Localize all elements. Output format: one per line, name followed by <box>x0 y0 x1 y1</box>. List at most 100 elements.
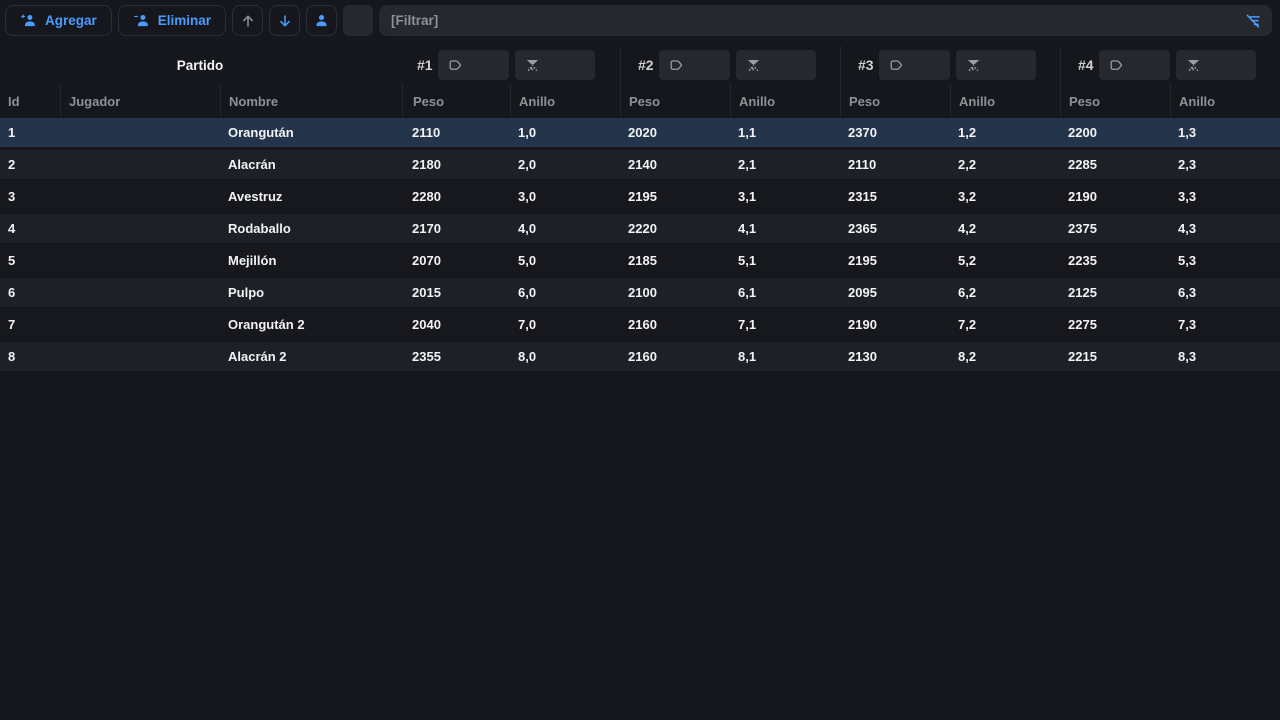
cell-peso-4: 2375 <box>1068 221 1097 236</box>
cell-anillo-1: 8,0 <box>518 349 537 364</box>
column-header-row: Id Jugador Nombre Peso Anillo Peso Anill… <box>0 84 1280 118</box>
cell-anillo-3: 7,2 <box>958 317 977 332</box>
cell-anillo-4: 3,3 <box>1178 189 1197 204</box>
cell-peso-1: 2015 <box>412 285 441 300</box>
add-button-label: Agregar <box>45 13 97 28</box>
cell-nombre: Pulpo <box>228 285 265 300</box>
remove-button-label: Eliminar <box>157 13 212 28</box>
cell-anillo-3: 5,2 <box>958 253 977 268</box>
cell-peso-1: 2355 <box>412 349 441 364</box>
column-header: Jugador <box>60 84 220 118</box>
cell-nombre: Orangután <box>228 125 294 140</box>
cell-anillo-4: 6,3 <box>1178 285 1197 300</box>
match-group: #3 <box>840 46 1060 84</box>
table-row[interactable]: 2 Alacrán 2180 2,0 2140 2,1 2110 2,2 228… <box>0 150 1280 179</box>
cell-peso-2: 2140 <box>628 157 657 172</box>
scale-button[interactable] <box>514 50 595 80</box>
cell-peso-2: 2100 <box>628 285 657 300</box>
cell-anillo-3: 6,2 <box>958 285 977 300</box>
person-button[interactable] <box>306 5 338 36</box>
cell-peso-2: 2020 <box>628 125 657 140</box>
cell-anillo-3: 2,2 <box>958 157 977 172</box>
cell-peso-4: 2235 <box>1068 253 1097 268</box>
column-header: Peso <box>620 84 730 118</box>
filter-input[interactable] <box>389 12 1236 29</box>
cell-peso-2: 2185 <box>628 253 657 268</box>
column-header: Id <box>8 93 20 109</box>
cell-peso-1: 2280 <box>412 189 441 204</box>
filter-field <box>379 5 1272 36</box>
table-row[interactable]: 7 Orangután 2 2040 7,0 2160 7,1 2190 7,2… <box>0 310 1280 339</box>
move-down-button[interactable] <box>269 5 301 36</box>
table-row[interactable]: 8 Alacrán 2 2355 8,0 2160 8,1 2130 8,2 2… <box>0 342 1280 371</box>
cell-peso-1: 2180 <box>412 157 441 172</box>
cell-anillo-3: 4,2 <box>958 221 977 236</box>
cell-anillo-4: 7,3 <box>1178 317 1197 332</box>
cell-peso-3: 2095 <box>848 285 877 300</box>
partido-header: Partido <box>176 57 224 73</box>
cell-anillo-4: 4,3 <box>1178 221 1197 236</box>
tag-button[interactable] <box>1098 50 1170 80</box>
tag-icon <box>668 57 685 74</box>
cell-id: 4 <box>8 221 16 236</box>
tag-button[interactable] <box>658 50 730 80</box>
match-group: #2 <box>620 46 840 84</box>
add-button[interactable]: Agregar <box>5 5 112 36</box>
column-header: Peso <box>840 84 950 118</box>
cell-peso-1: 2040 <box>412 317 441 332</box>
table-row[interactable]: 5 Mejillón 2070 5,0 2185 5,1 2195 5,2 22… <box>0 246 1280 275</box>
cell-id: 8 <box>8 349 16 364</box>
cell-anillo-2: 3,1 <box>738 189 757 204</box>
match-group: #4 <box>1060 46 1280 84</box>
arrow-up-icon <box>240 13 256 29</box>
cell-anillo-2: 4,1 <box>738 221 757 236</box>
person-icon <box>313 12 330 29</box>
cell-nombre: Alacrán 2 <box>228 349 287 364</box>
move-up-button[interactable] <box>232 5 264 36</box>
scale-button[interactable] <box>735 50 816 80</box>
cell-peso-2: 2195 <box>628 189 657 204</box>
cell-peso-4: 2190 <box>1068 189 1097 204</box>
match-group-label: #1 <box>417 57 433 73</box>
cell-nombre: Avestruz <box>228 189 283 204</box>
cell-anillo-3: 3,2 <box>958 189 977 204</box>
scale-button[interactable] <box>1175 50 1256 80</box>
cell-peso-3: 2315 <box>848 189 877 204</box>
cell-nombre: Orangután 2 <box>228 317 305 332</box>
cell-anillo-3: 8,2 <box>958 349 977 364</box>
cell-anillo-2: 1,1 <box>738 125 757 140</box>
person-add-icon <box>20 12 37 29</box>
cell-peso-1: 2110 <box>412 125 441 140</box>
cell-anillo-1: 6,0 <box>518 285 537 300</box>
cell-peso-4: 2125 <box>1068 285 1097 300</box>
table-row[interactable]: 4 Rodaballo 2170 4,0 2220 4,1 2365 4,2 2… <box>0 214 1280 243</box>
cell-nombre: Rodaballo <box>228 221 291 236</box>
cell-peso-3: 2130 <box>848 349 877 364</box>
cell-peso-2: 2160 <box>628 349 657 364</box>
cell-peso-2: 2220 <box>628 221 657 236</box>
scale-icon <box>745 57 762 74</box>
cell-anillo-2: 5,1 <box>738 253 757 268</box>
table-row[interactable]: 1 Orangután 2110 1,0 2020 1,1 2370 1,2 2… <box>0 118 1280 147</box>
toolbar: Agregar Eliminar <box>0 0 1280 41</box>
cell-anillo-4: 8,3 <box>1178 349 1197 364</box>
remove-button[interactable]: Eliminar <box>117 5 227 36</box>
column-header: Nombre <box>220 84 402 118</box>
table-row[interactable]: 6 Pulpo 2015 6,0 2100 6,1 2095 6,2 2125 … <box>0 278 1280 307</box>
filter-off-icon[interactable] <box>1244 12 1262 30</box>
cell-peso-3: 2110 <box>848 157 877 172</box>
cell-peso-4: 2215 <box>1068 349 1097 364</box>
cell-peso-3: 2190 <box>848 317 877 332</box>
cell-peso-4: 2200 <box>1068 125 1097 140</box>
table-row[interactable]: 3 Avestruz 2280 3,0 2195 3,1 2315 3,2 21… <box>0 182 1280 211</box>
person-remove-icon <box>133 12 150 29</box>
tag-button[interactable] <box>437 50 509 80</box>
scale-button[interactable] <box>955 50 1036 80</box>
match-group-label: #3 <box>858 57 874 73</box>
column-header: Peso <box>402 84 510 118</box>
tag-button[interactable] <box>878 50 950 80</box>
blank-button[interactable] <box>343 5 374 36</box>
scale-icon <box>965 57 982 74</box>
cell-anillo-2: 2,1 <box>738 157 757 172</box>
